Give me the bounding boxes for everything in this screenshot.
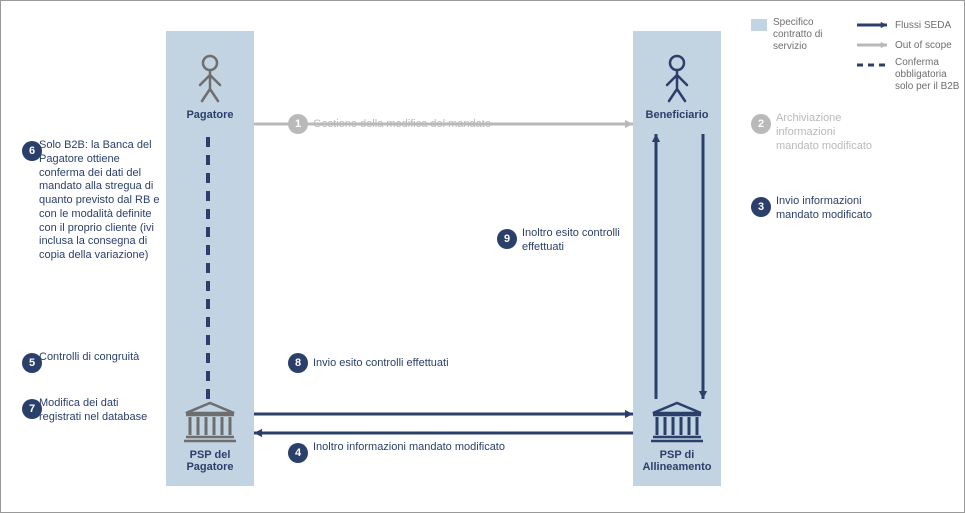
step-text-9: Inoltro esito controlli effettuati bbox=[522, 227, 632, 255]
step-text-1: Gestione della modifica del mandato bbox=[313, 118, 573, 132]
step-badge-1: 1 bbox=[288, 114, 308, 134]
step-text-4: Inoltro informazioni mandato modificato bbox=[313, 441, 513, 455]
beneficiario-label: Beneficiario bbox=[633, 109, 721, 121]
step-badge-9: 9 bbox=[497, 229, 517, 249]
step-badge-4: 4 bbox=[288, 443, 308, 463]
pagatore-icon bbox=[190, 53, 230, 106]
beneficiario-icon bbox=[657, 53, 697, 106]
legend-swatch-label: Specifico contratto di servizio bbox=[773, 17, 843, 53]
psp-allineamento-label: PSP di Allineamento bbox=[633, 449, 721, 473]
legend-conferma-label: Conferma obbligatoria solo per il B2B bbox=[895, 57, 963, 93]
step-text-6: Solo B2B: la Banca del Pagatore ottiene … bbox=[39, 139, 161, 263]
legend-outofscope-label: Out of scope bbox=[895, 40, 963, 52]
step-text-8: Invio esito controlli effettuati bbox=[313, 357, 573, 371]
legend-swatch bbox=[751, 19, 767, 31]
diagram-canvas: Pagatore Beneficiario PSP del Pagatore P… bbox=[0, 0, 965, 513]
legend-flussi-label: Flussi SEDA bbox=[895, 20, 963, 32]
psp-pagatore-icon bbox=[182, 401, 238, 448]
pagatore-label: Pagatore bbox=[166, 109, 254, 121]
step-text-2: Archiviazione informazioni mandato modif… bbox=[776, 112, 876, 153]
psp-pagatore-label: PSP del Pagatore bbox=[166, 449, 254, 473]
step-badge-8: 8 bbox=[288, 353, 308, 373]
step-text-3: Invio informazioni mandato modificato bbox=[776, 195, 876, 223]
step-text-7: Modifica dei dati registrati nel databas… bbox=[39, 397, 161, 425]
step-text-5: Controlli di congruità bbox=[39, 351, 161, 365]
step-badge-2: 2 bbox=[751, 114, 771, 134]
step-badge-3: 3 bbox=[751, 197, 771, 217]
psp-allineamento-icon bbox=[649, 401, 705, 448]
